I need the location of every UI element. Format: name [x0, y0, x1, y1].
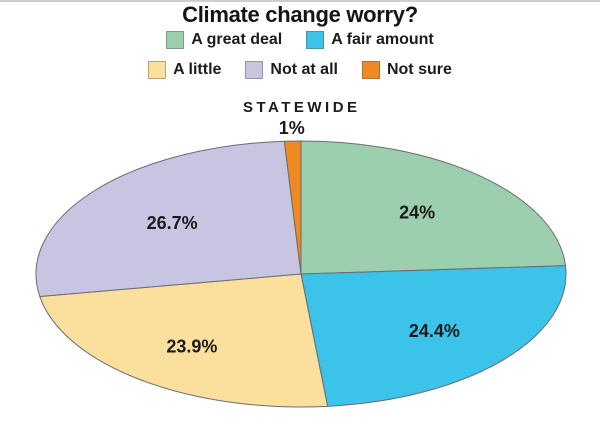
pie-slice-not-at-all — [35, 140, 302, 297]
slice-label-not-sure: 1% — [279, 118, 305, 138]
legend-swatch — [306, 31, 325, 49]
slice-label-a-little: 23.9% — [166, 336, 217, 356]
legend-label: A little — [173, 61, 222, 78]
pie-slice-not-sure — [283, 140, 302, 275]
legend-item-not-sure: Not sure — [361, 61, 452, 79]
slice-label-not-at-all: 26.7% — [147, 213, 198, 233]
pie-slice-a-fair-amount — [300, 265, 567, 407]
pie-slice-a-little — [39, 273, 329, 408]
legend-label: A fair amount — [331, 31, 434, 48]
chart-subtitle: STATEWIDE — [242, 99, 361, 116]
legend-item-a-little: A little — [148, 61, 221, 79]
legend-swatch — [245, 61, 264, 79]
chart-title: Climate change worry? — [182, 2, 418, 27]
legend-item-a-great-deal: A great deal — [166, 31, 282, 49]
legend-swatch — [148, 61, 167, 79]
legend-swatch — [361, 61, 380, 79]
legend-item-a-fair-amount: A fair amount — [306, 31, 434, 49]
legend-item-not-at-all: Not at all — [245, 61, 338, 79]
pie-slice-a-great-deal — [300, 140, 566, 275]
legend-label: Not at all — [270, 61, 338, 78]
legend-row-2: A little Not at all Not sure — [0, 61, 600, 79]
legend-row-1: A great deal A fair amount — [0, 31, 600, 49]
legend-label: A great deal — [191, 31, 283, 48]
slice-label-a-great-deal: 24% — [399, 202, 435, 222]
top-border-line — [0, 0, 600, 2]
legend-label: Not sure — [386, 61, 452, 78]
slice-label-a-fair-amount: 24.4% — [409, 321, 460, 341]
legend-swatch — [166, 31, 185, 49]
